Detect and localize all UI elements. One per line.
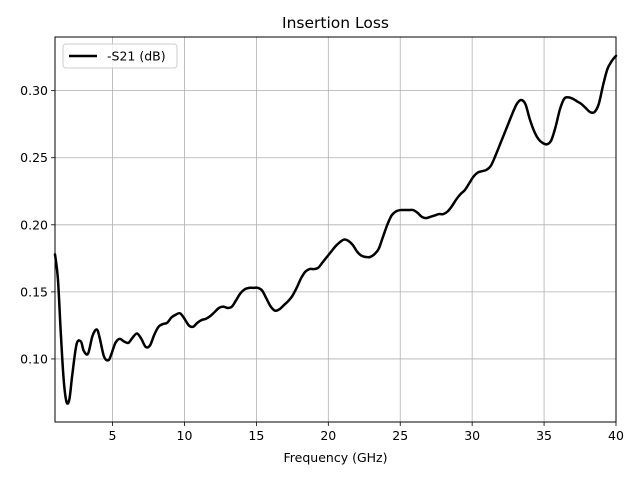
x-tick-label: 5 (109, 428, 117, 443)
axes-frame (54, 36, 617, 423)
x-axis-ticks: 5 10 15 20 25 30 35 40 (109, 422, 624, 443)
y-axis-ticks: 0.10 0.15 0.20 0.25 0.30 (20, 83, 55, 366)
series-line-s21 (53, 54, 618, 405)
x-tick-label: 40 (608, 428, 624, 443)
x-axis-label: Frequency (GHz) (284, 450, 388, 465)
legend-entry: -S21 (dB) (107, 49, 166, 64)
chart-title: Insertion Loss (282, 14, 389, 32)
x-tick-label: 20 (320, 428, 336, 443)
x-tick-label: 30 (464, 428, 480, 443)
y-tick-label: 0.10 (20, 351, 48, 366)
x-tick-label: 25 (392, 428, 408, 443)
y-tick-label: 0.30 (20, 83, 48, 98)
series-layer (53, 54, 618, 405)
x-tick-label: 15 (248, 428, 264, 443)
legend: -S21 (dB) (62, 43, 178, 69)
y-tick-label: 0.25 (20, 150, 48, 165)
x-tick-label: 35 (536, 428, 552, 443)
x-tick-label: 10 (177, 428, 193, 443)
y-tick-label: 0.20 (20, 217, 48, 232)
legend-box (62, 43, 178, 69)
y-tick-label: 0.15 (20, 284, 48, 299)
